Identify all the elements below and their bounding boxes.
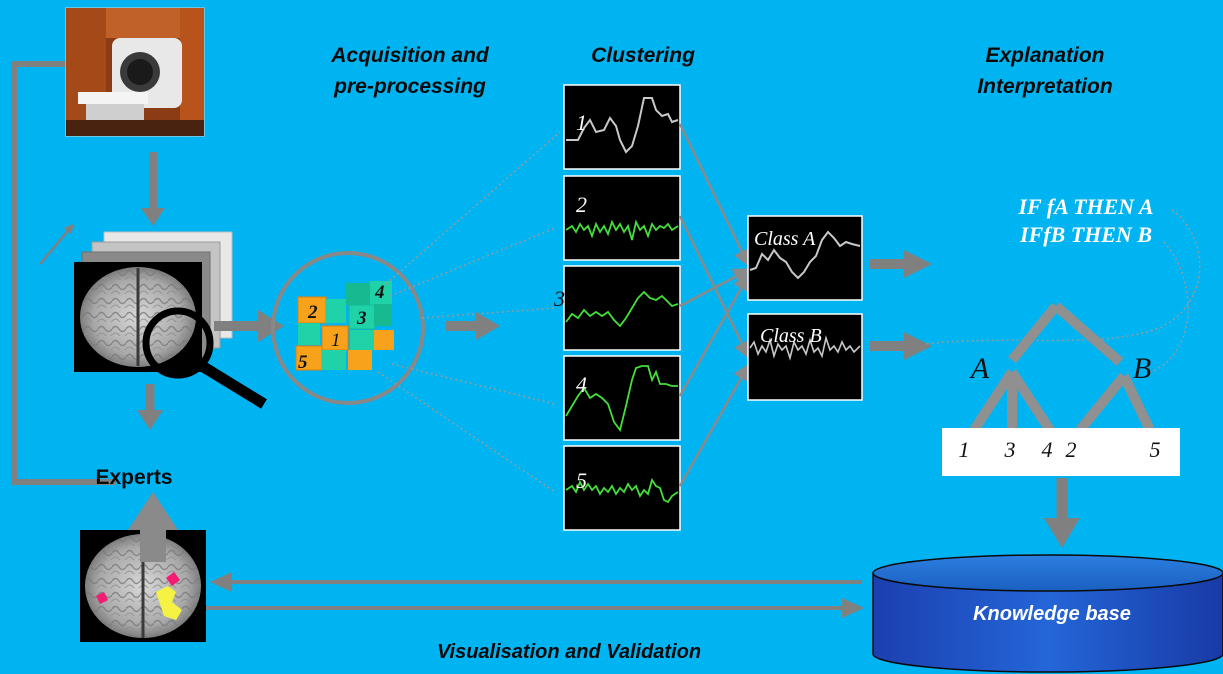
experts-label: Experts bbox=[95, 466, 172, 489]
cube-label-4: 4 bbox=[374, 282, 385, 303]
magnifier-icon bbox=[142, 307, 267, 409]
signal-label-2: 2 bbox=[576, 192, 587, 217]
signal-label-5: 5 bbox=[576, 468, 587, 493]
knowledge-base-label: Knowledge base bbox=[973, 603, 1131, 625]
rule-line-1: IF fA THEN A bbox=[1017, 194, 1153, 219]
visualisation-label: Visualisation and Validation bbox=[437, 641, 701, 663]
brain-activation-map bbox=[80, 530, 206, 642]
signal-panel-5: 5 bbox=[563, 445, 681, 531]
tree-node-a: A bbox=[969, 352, 990, 385]
arrow-map-to-experts-shaft bbox=[140, 528, 166, 562]
arrow-scanner-to-scans-head bbox=[141, 208, 165, 226]
rule-b-link bbox=[1149, 241, 1189, 373]
dotted-link-5 bbox=[377, 371, 556, 493]
cube-label-2: 2 bbox=[307, 302, 318, 323]
cube-label-5: 5 bbox=[298, 352, 308, 373]
tree-leaf-5: 5 bbox=[1150, 437, 1161, 462]
cube-label-3: 3 bbox=[356, 308, 367, 329]
wire-1-to-class-a bbox=[678, 123, 750, 268]
explanation-heading-line1: Explanation bbox=[985, 44, 1104, 67]
tree-leaves-box bbox=[942, 428, 1180, 476]
rule-line-2: IFfB THEN B bbox=[1019, 222, 1152, 247]
tree-leaf-2: 2 bbox=[1066, 437, 1077, 462]
signal-panel-4: 4 bbox=[563, 355, 681, 441]
mri-scanner-photo bbox=[65, 7, 205, 137]
signal-label-3: 3 bbox=[553, 286, 565, 311]
tree-node-b: B bbox=[1133, 352, 1151, 385]
signal-panel-3: 3 bbox=[553, 265, 681, 351]
tree-leaf-3: 3 bbox=[1004, 437, 1016, 462]
dotted-link-2 bbox=[389, 227, 556, 297]
clustering-heading: Clustering bbox=[591, 44, 695, 67]
wire-2-to-class-b bbox=[678, 215, 750, 360]
signal-panel-2: 2 bbox=[563, 175, 681, 261]
cube-label-1: 1 bbox=[331, 330, 341, 351]
class-a-label: Class A bbox=[754, 228, 816, 250]
tree-leaf-1: 1 bbox=[959, 437, 970, 462]
signal-panel-1: 1 bbox=[563, 84, 681, 170]
dotted-link-1 bbox=[385, 131, 561, 285]
tree-leaf-4: 4 bbox=[1042, 437, 1053, 462]
class-a-panel: Class A bbox=[747, 215, 863, 301]
voxel-cube: 2 3 4 1 5 bbox=[271, 251, 425, 405]
signal-label-1: 1 bbox=[576, 110, 587, 135]
explanation-heading-line2: Interpretation bbox=[977, 75, 1112, 98]
signal-label-4: 4 bbox=[576, 372, 587, 397]
small-diagonal-arrow bbox=[39, 223, 74, 265]
arrow-map-to-experts-head bbox=[128, 492, 178, 530]
database-cylinder: Knowledge base bbox=[872, 554, 1223, 673]
class-b-panel: Class B bbox=[747, 313, 863, 401]
dotted-link-3 bbox=[421, 307, 556, 319]
wire-3-to-class-a bbox=[679, 268, 752, 308]
decision-tree: A B 1 3 4 2 5 bbox=[942, 302, 1180, 476]
class-b-label: Class B bbox=[760, 325, 822, 347]
wire-5-to-class-b bbox=[678, 362, 750, 487]
feedback-loop-line bbox=[11, 61, 116, 485]
acquisition-heading-line1: Acquisition and bbox=[330, 44, 490, 67]
wire-4-to-class-a bbox=[678, 272, 750, 397]
acquisition-heading-line2: pre-processing bbox=[333, 75, 486, 98]
